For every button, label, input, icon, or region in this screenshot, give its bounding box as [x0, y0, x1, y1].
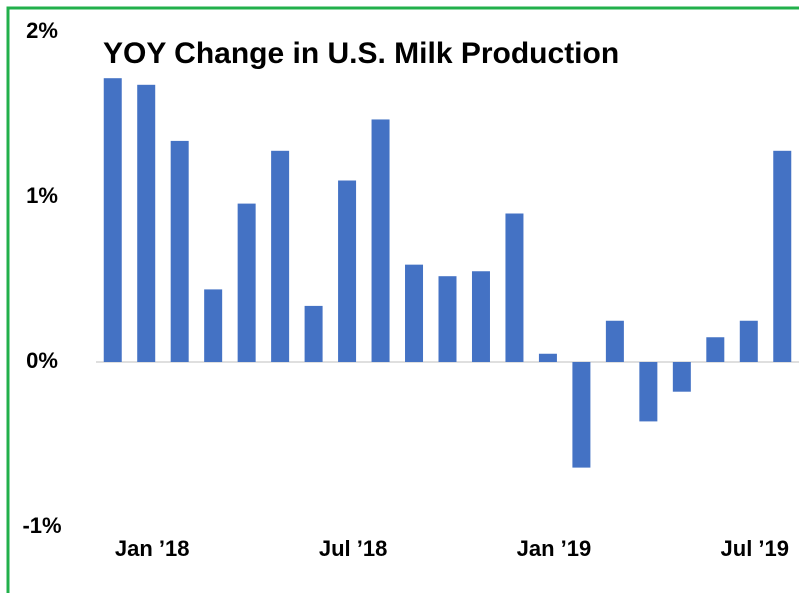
bar	[538, 353, 557, 362]
bar	[338, 180, 357, 362]
bar	[271, 150, 290, 362]
x-tick-label: Jan ’18	[115, 536, 190, 561]
x-tick-label: Jul ’19	[721, 536, 789, 561]
y-tick-label: 1%	[26, 183, 58, 208]
y-tick-label: 2%	[26, 18, 58, 43]
bar	[438, 276, 457, 362]
y-tick-label: -1%	[22, 513, 61, 538]
bar	[706, 337, 725, 362]
bar	[304, 305, 323, 362]
bar	[237, 203, 256, 362]
x-tick-label: Jul ’18	[319, 536, 387, 561]
bar	[471, 271, 490, 362]
bar	[572, 362, 591, 468]
bar	[204, 289, 223, 362]
bar	[405, 264, 424, 362]
bar	[639, 362, 658, 422]
bar	[739, 320, 758, 362]
bar	[103, 78, 122, 362]
bar	[505, 213, 524, 362]
bar	[371, 119, 390, 362]
bar	[170, 140, 189, 362]
bar	[672, 362, 691, 392]
chart-title: YOY Change in U.S. Milk Production	[103, 37, 619, 70]
bar	[137, 84, 156, 363]
bar	[605, 320, 624, 362]
x-tick-label: Jan ’19	[517, 536, 592, 561]
bar	[773, 150, 792, 362]
y-tick-label: 0%	[26, 348, 58, 373]
frame	[6, 6, 799, 593]
